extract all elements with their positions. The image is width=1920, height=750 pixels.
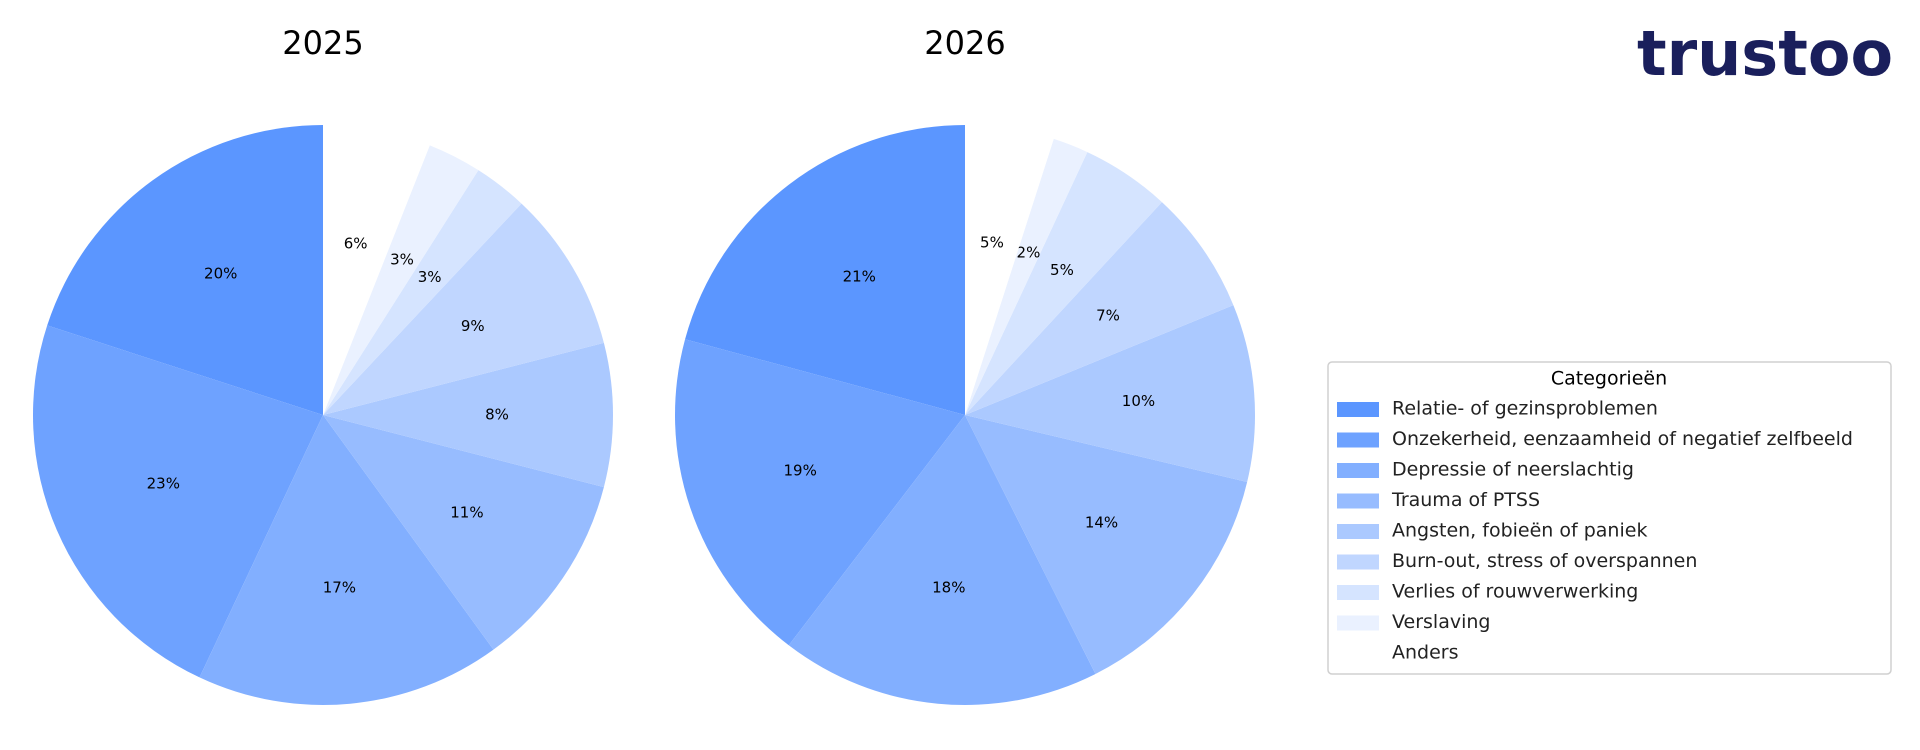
pie-slice [323, 170, 522, 415]
legend-title: Categorieën [1551, 368, 1667, 390]
legend-label: Trauma of PTSS [1391, 489, 1540, 511]
pie-slice [965, 202, 1234, 415]
pie-slice [32, 325, 323, 678]
pie-slice [323, 125, 430, 415]
legend-label: Relatie- of gezinsproblemen [1392, 398, 1658, 420]
slice-label: 23% [147, 475, 180, 493]
logo: trustoo [1637, 17, 1893, 90]
legend-swatch [1337, 615, 1379, 631]
slice-label: 18% [932, 579, 965, 597]
legend-swatch [1337, 402, 1379, 417]
legend-swatch [1337, 554, 1379, 570]
legend-label: Burn-out, stress of overspannen [1392, 550, 1697, 572]
slice-label: 5% [980, 234, 1004, 252]
slice-label: 7% [1096, 306, 1120, 324]
slice-label: 10% [1122, 392, 1155, 410]
slice-label: 3% [418, 268, 442, 286]
slice-label: 3% [390, 250, 414, 268]
slice-label: 8% [485, 406, 509, 424]
legend-label: Depressie of neerslachtig [1392, 459, 1634, 481]
slice-label: 19% [784, 461, 817, 479]
legend-swatch [1337, 524, 1379, 539]
pie-slice [675, 339, 965, 646]
pie-slice [788, 415, 1096, 705]
legend-swatch [1337, 432, 1379, 448]
pie-slice [47, 125, 324, 415]
pie-slice [965, 138, 1088, 415]
pie-slice [965, 305, 1255, 483]
chart-title: 2025 [282, 24, 363, 62]
slice-label: 6% [344, 235, 368, 253]
slice-label: 9% [461, 317, 485, 335]
slice-label: 11% [450, 503, 483, 521]
slice-label: 21% [843, 267, 876, 285]
slice-label: 14% [1085, 513, 1118, 531]
pie-slice [199, 415, 494, 705]
legend-swatch [1337, 463, 1379, 478]
chart-title: 2026 [924, 24, 1005, 62]
pie-slice [323, 342, 613, 488]
legend-box [1327, 361, 1892, 675]
legend-label: Onzekerheid, eenzaamheid of negatief zel… [1392, 428, 1853, 450]
pie-slice [965, 152, 1162, 415]
legend-label: Verslaving [1392, 611, 1490, 633]
slice-label: 2% [1017, 243, 1041, 261]
legend-label: Verlies of rouwverwerking [1392, 581, 1638, 603]
slice-label: 20% [204, 265, 237, 283]
pie-slice [965, 415, 1248, 675]
pie-slice [323, 203, 604, 415]
slice-label: 5% [1050, 261, 1074, 279]
legend-swatch [1337, 646, 1379, 661]
legend-swatch [1337, 585, 1379, 600]
pie-slice [323, 415, 604, 650]
slice-label: 17% [323, 579, 356, 597]
pie-slice [323, 145, 479, 416]
legend-label: Anders [1392, 642, 1459, 664]
pie-slice [685, 125, 965, 415]
legend-swatch [1337, 493, 1379, 509]
legend-label: Angsten, fobieën of paniek [1392, 520, 1647, 542]
pie-slice [965, 125, 1054, 415]
